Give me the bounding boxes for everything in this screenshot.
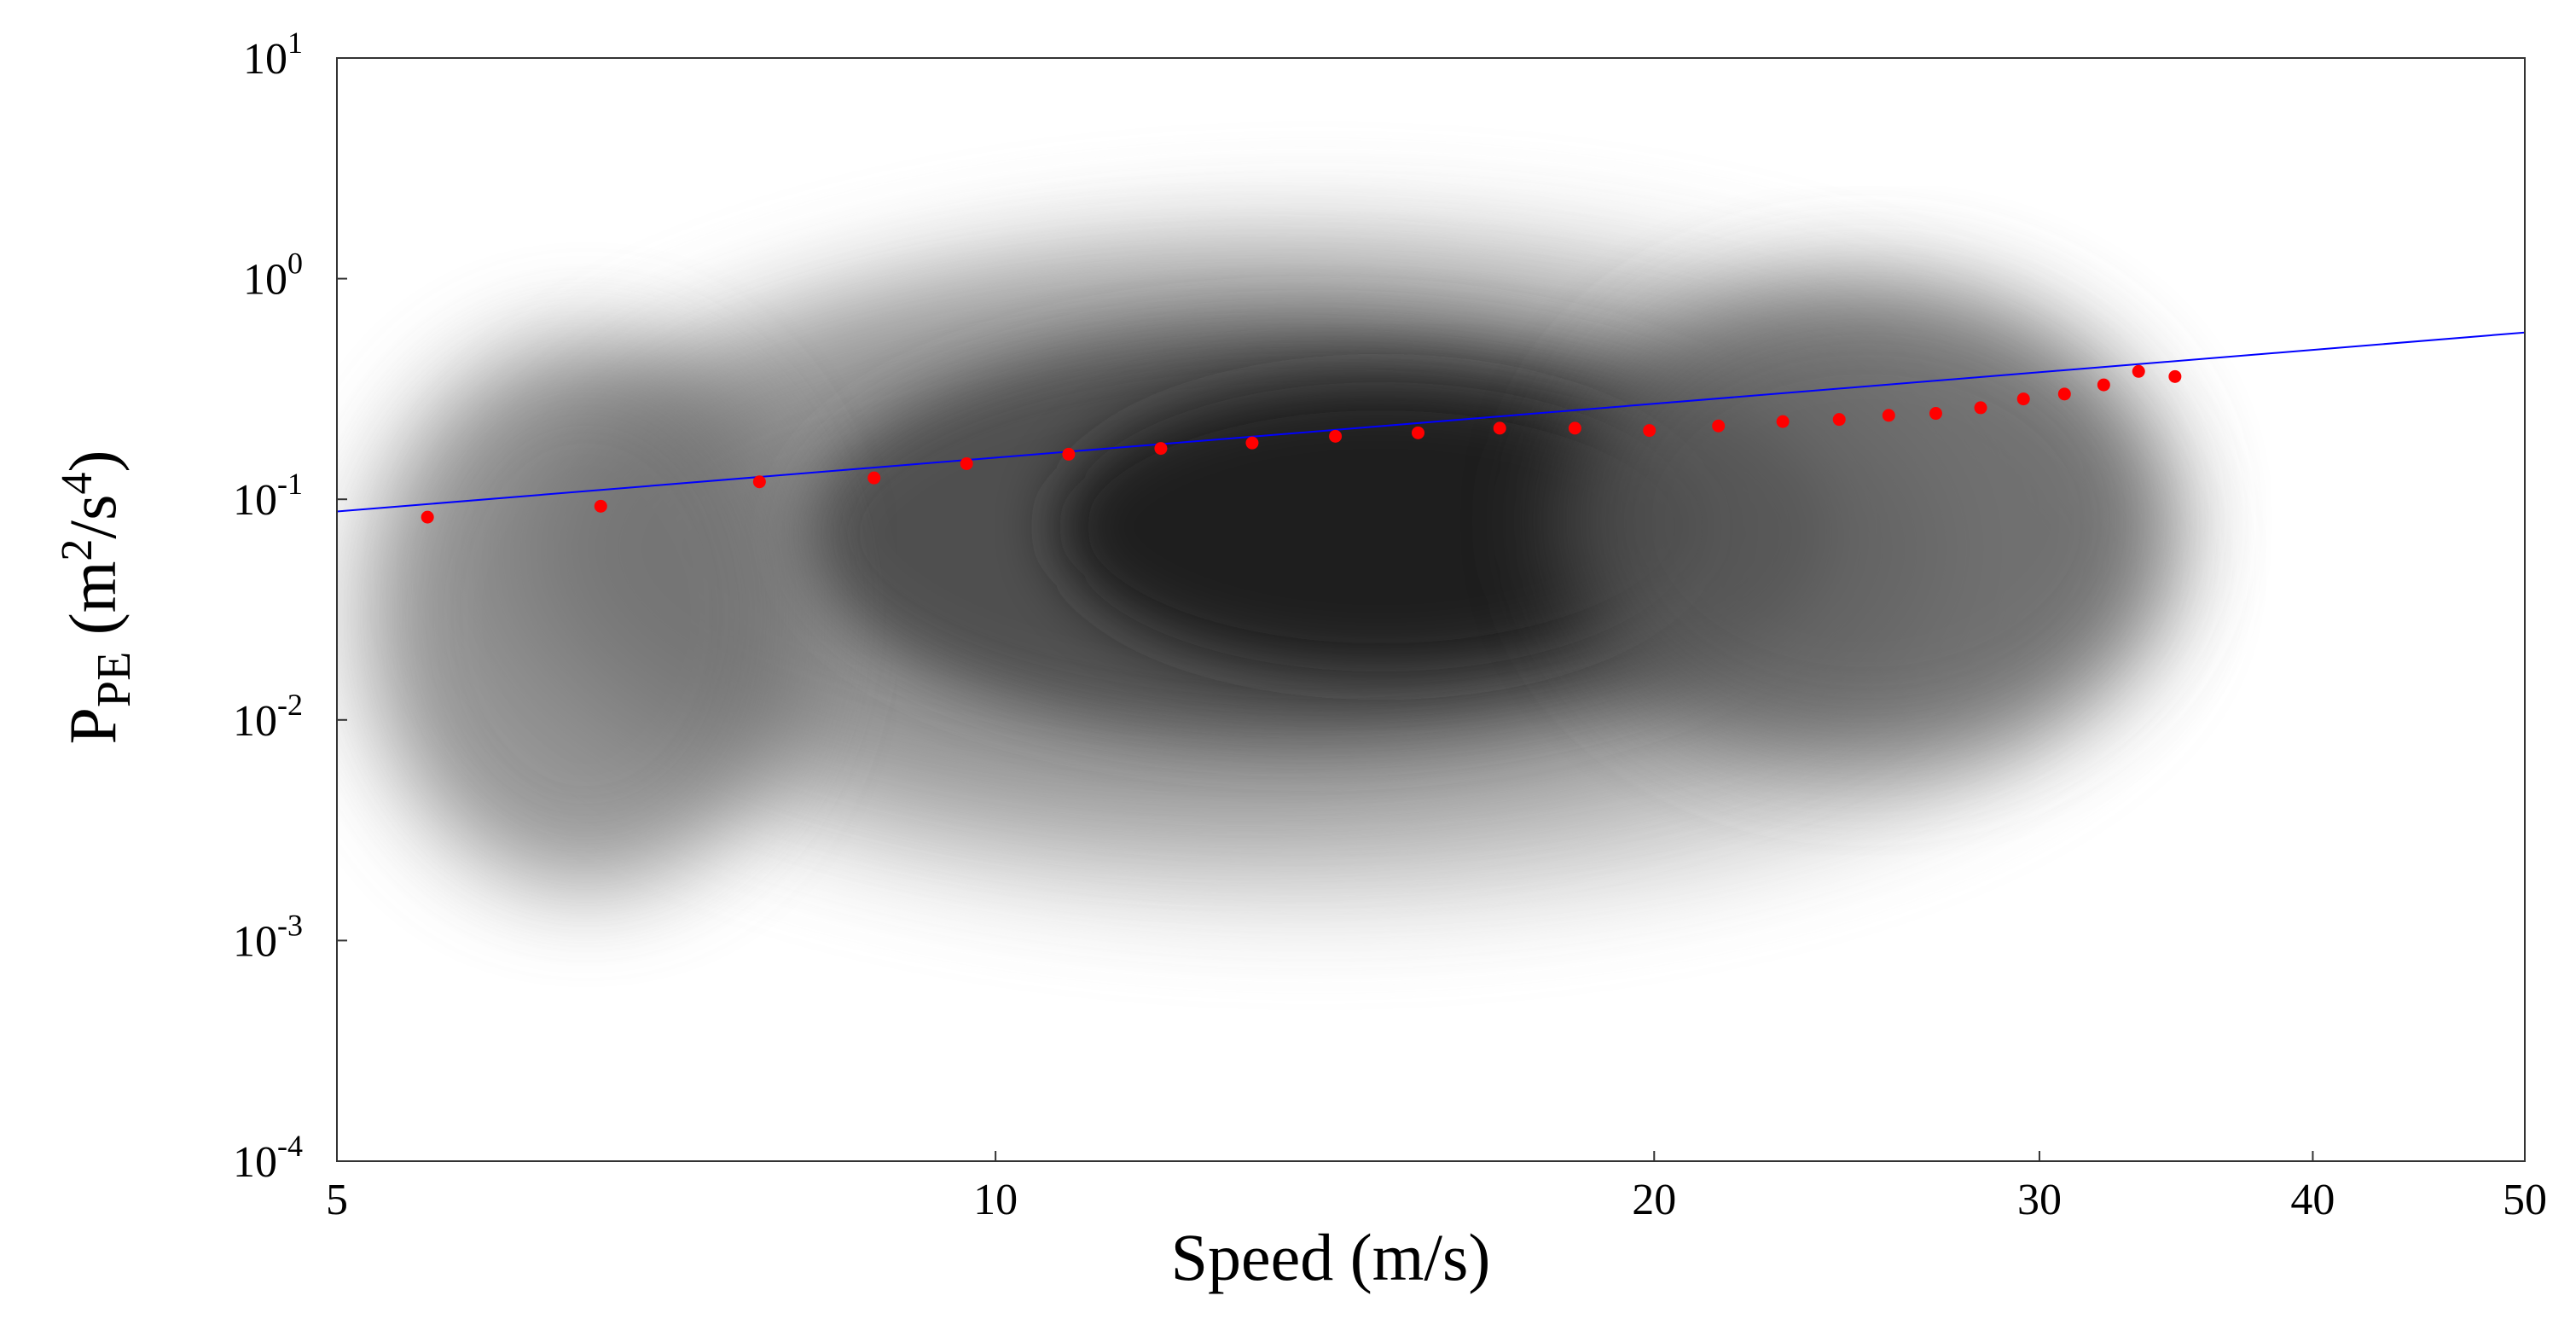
density-blob — [364, 341, 809, 888]
plot-frame — [336, 57, 2526, 1162]
binned-mean-point — [2168, 369, 2182, 383]
x-tick-label: 5 — [326, 1176, 348, 1224]
y-axis-label-sup2: 4 — [53, 473, 102, 495]
binned-mean-point — [421, 510, 434, 524]
binned-mean-point — [1974, 401, 1987, 415]
binned-mean-point — [1245, 436, 1259, 450]
fit-line — [337, 331, 2525, 513]
x-tick-label: 40 — [2290, 1176, 2335, 1224]
binned-mean-point — [1062, 447, 1076, 461]
y-axis-label-units-open: (m — [55, 561, 130, 652]
x-axis-ticks: 5 10 20 30 40 50 — [326, 1151, 2547, 1224]
binned-mean-point — [1882, 409, 1895, 422]
y-tick-base: 10 — [233, 476, 277, 525]
binned-mean-point — [594, 499, 607, 513]
binned-mean-point — [1493, 421, 1506, 435]
binned-mean-point — [2016, 392, 2030, 406]
y-axis-label-units-close: ) — [55, 450, 130, 473]
y-tick-base: 10 — [243, 256, 287, 305]
binned-means-layer — [421, 364, 2182, 524]
density-heatmap — [364, 224, 2173, 908]
y-tick-base: 10 — [233, 697, 277, 746]
density-blob — [1056, 381, 1705, 672]
x-tick-label: 20 — [1632, 1176, 1676, 1224]
y-axis-label-subscript: PE — [88, 652, 141, 707]
y-tick-exponent: -4 — [277, 1129, 303, 1163]
y-tick-label: 10-1 — [233, 467, 303, 525]
binned-mean-point — [2057, 387, 2071, 401]
binned-mean-point — [1712, 419, 1726, 433]
y-tick-exponent: -2 — [277, 688, 303, 722]
y-tick-label: 101 — [243, 26, 303, 84]
y-tick-label: 10-4 — [233, 1129, 303, 1187]
x-axis-label: Speed (m/s) — [1171, 1220, 1491, 1294]
y-axis-label-main: P — [55, 707, 130, 744]
binned-mean-point — [960, 456, 973, 470]
binned-mean-point — [1776, 415, 1790, 428]
y-axis-label-sup1: 2 — [53, 539, 102, 561]
binned-mean-point — [1412, 426, 1425, 439]
y-tick-exponent: 1 — [287, 26, 303, 60]
x-tick-label: 30 — [2017, 1176, 2062, 1224]
binned-mean-point — [1154, 442, 1168, 456]
y-tick-exponent: -3 — [277, 908, 303, 942]
binned-mean-point — [1329, 429, 1343, 443]
y-tick-exponent: 0 — [287, 247, 303, 281]
binned-mean-point — [2132, 364, 2145, 378]
y-axis-label-units-mid: /s — [55, 495, 130, 539]
y-tick-label: 10-3 — [233, 908, 303, 966]
binned-mean-point — [1832, 413, 1846, 427]
binned-mean-point — [1643, 424, 1656, 438]
y-axis-label: PPE (m2/s4) — [53, 450, 141, 745]
binned-mean-point — [1568, 421, 1581, 435]
y-tick-base: 10 — [233, 917, 277, 966]
binned-mean-point — [2097, 378, 2110, 392]
x-tick-label: 50 — [2503, 1176, 2547, 1224]
density-blob — [1558, 282, 2173, 760]
x-tick-label: 10 — [973, 1176, 1018, 1224]
y-tick-base: 10 — [233, 1138, 277, 1187]
fit-line-layer — [337, 331, 2525, 513]
plot-area — [336, 57, 2526, 1162]
binned-mean-point — [752, 475, 766, 489]
y-tick-label: 10-2 — [233, 688, 303, 746]
binned-mean-point — [867, 471, 881, 485]
y-tick-base: 10 — [243, 35, 287, 84]
y-tick-exponent: -1 — [277, 467, 303, 501]
y-tick-label: 100 — [243, 247, 303, 305]
binned-mean-point — [1929, 407, 1942, 421]
